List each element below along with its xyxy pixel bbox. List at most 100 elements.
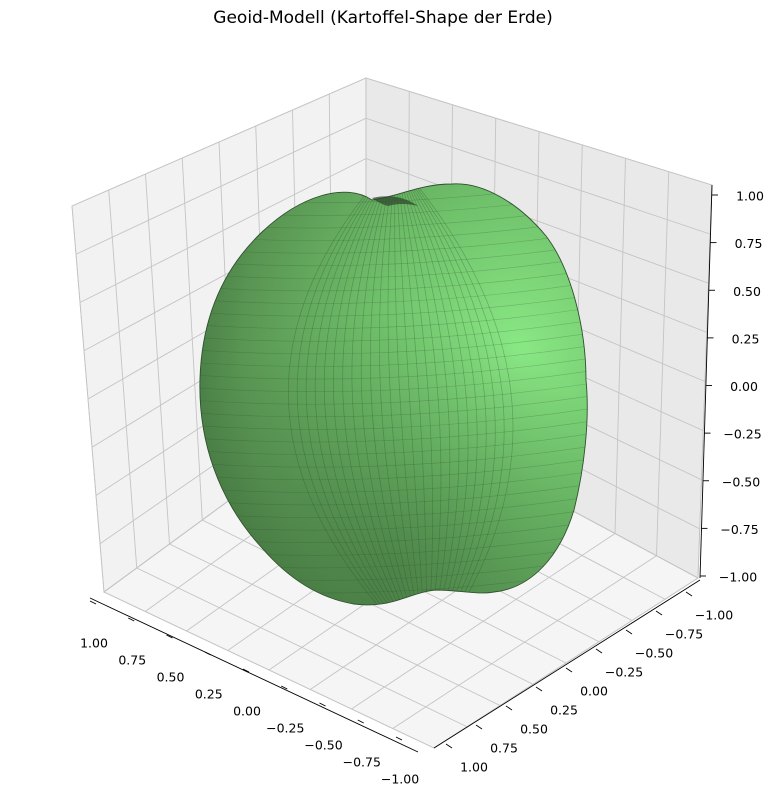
grid-line-left-vertical — [71, 205, 105, 593]
x-axis-tick-label: −1.00 — [381, 772, 419, 787]
y-axis-tick-mark — [655, 610, 663, 616]
chart-title: Geoid-Modell (Kartoffel-Shape der Erde) — [213, 8, 553, 28]
y-axis-tick-mark — [445, 743, 453, 749]
mesh-parallel-line — [199, 293, 588, 317]
geoid-surface — [199, 183, 588, 606]
y-axis-tick-label: −1.00 — [695, 608, 733, 623]
y-axis-tick-mark — [595, 648, 603, 654]
grid-line-right-vertical — [614, 158, 626, 534]
x-axis-tick-mark — [395, 736, 403, 741]
y-axis-tick-label: 0.00 — [580, 684, 608, 699]
y-axis-ticks: −1.00 −0.75 −0.50 −0.25 0.000.250.500.751.00 — [445, 591, 733, 775]
mesh-meridian-line — [412, 183, 514, 605]
y-axis-tick-label: −0.75 — [665, 627, 703, 642]
mesh-parallel-line — [199, 494, 588, 518]
mesh-meridian-line — [342, 183, 401, 605]
mesh-parallel-line — [199, 280, 588, 304]
mesh-parallel-line — [199, 432, 588, 455]
mesh-parallel-line — [199, 457, 588, 481]
z-axis-line — [699, 184, 713, 579]
mesh-parallel-line — [199, 381, 588, 405]
x-axis-tick-label: 0.50 — [157, 670, 185, 685]
x-axis-tick-mark — [89, 600, 97, 605]
mesh-meridian-line — [405, 183, 469, 605]
y-axis-tick-label: 0.50 — [520, 722, 548, 737]
mesh-parallel-line — [199, 469, 588, 493]
grid-line-left-vertical — [145, 173, 170, 545]
grid-line-floor-x — [392, 555, 657, 729]
mesh-parallel-line — [199, 482, 588, 506]
grid-line-floor-x — [351, 533, 616, 710]
mesh-parallel-line — [199, 406, 588, 430]
mesh-parallel-line — [199, 419, 588, 443]
grid-line-right-vertical — [656, 171, 670, 556]
x-axis-tick-mark — [242, 668, 250, 673]
grid-line-left-vertical — [108, 189, 138, 569]
mesh-parallel-line — [199, 343, 588, 367]
mesh-meridian-line — [296, 183, 384, 605]
z-axis-tick-label: 0.00 — [730, 379, 758, 394]
x-axis-tick-label: −0.25 — [266, 721, 304, 736]
mesh-meridian-line — [370, 183, 411, 605]
mesh-meridian-line — [333, 183, 397, 605]
mesh-meridian-line — [409, 183, 496, 605]
geoid-bottom-shadow — [199, 183, 588, 605]
x-axis-ticks: 1.00 0.75 0.50 0.25 0.00 −0.25−0.50−0.75−1.00 — [80, 600, 419, 787]
y-axis-tick-label: −0.50 — [635, 646, 673, 661]
z-axis-tick-label: −1.00 — [719, 570, 757, 585]
y-axis-tick-label: 0.75 — [490, 741, 518, 756]
y-axis-tick-mark — [685, 591, 693, 597]
mesh-meridian-line — [360, 183, 407, 605]
mesh-meridian-line — [403, 183, 460, 605]
x-axis-tick-mark — [204, 651, 211, 656]
mesh-meridian-line — [351, 183, 404, 605]
mesh-parallel-line — [199, 444, 588, 468]
z-axis-tick-label: 0.75 — [735, 236, 763, 251]
y-axis-tick-label: −0.25 — [605, 665, 643, 680]
mesh-parallel-line — [199, 394, 588, 418]
z-axis-tick-label: 0.50 — [733, 284, 761, 299]
x-axis-tick-label: −0.75 — [343, 755, 381, 770]
z-axis-tick-label: −0.25 — [723, 427, 761, 442]
grid-line-left-vertical — [181, 157, 203, 521]
x-axis-tick-label: 1.00 — [80, 636, 108, 651]
x-axis-tick-label: 0.25 — [195, 687, 223, 702]
y-axis-tick-label: 0.25 — [550, 703, 578, 718]
x-axis-tick-label: 0.00 — [233, 704, 261, 719]
mesh-parallel-line — [199, 369, 588, 392]
y-axis-line — [433, 579, 701, 749]
mesh-meridian-line — [408, 183, 487, 605]
y-axis-tick-mark — [625, 629, 633, 635]
mesh-parallel-line — [199, 356, 588, 380]
geoid-top-dimple — [372, 196, 418, 206]
mesh-meridian-line — [402, 183, 451, 605]
mesh-meridian-line — [396, 183, 424, 605]
mesh-meridian-line — [387, 183, 418, 605]
x-axis-tick-mark — [166, 634, 173, 639]
mesh-meridian-line — [323, 183, 394, 605]
z-axis-ticks: 1.00 0.75 0.50 0.25 0.00 −0.25 −0.50 −0.75 −1.00 — [700, 189, 764, 585]
x-axis-tick-mark — [128, 617, 135, 622]
x-axis-tick-label: −0.50 — [304, 738, 342, 753]
mesh-parallel-line — [199, 331, 588, 355]
grid-line-floor-x — [433, 577, 699, 749]
y-axis-tick-mark — [505, 705, 513, 711]
z-axis-tick-label: −0.50 — [722, 474, 760, 489]
mesh-meridian-line — [411, 183, 505, 605]
mesh-meridian-line — [288, 183, 381, 605]
y-axis-tick-mark — [475, 724, 483, 730]
y-axis-tick-mark — [565, 667, 573, 673]
mesh-meridian-line — [394, 183, 421, 605]
mesh-parallel-line — [199, 255, 588, 279]
mesh-meridian-line — [379, 183, 414, 605]
y-axis-tick-label: 1.00 — [460, 760, 488, 775]
mesh-parallel-line — [199, 318, 588, 342]
mesh-parallel-line — [199, 230, 588, 254]
z-axis-tick-label: 1.00 — [736, 189, 764, 204]
z-axis-tick-label: 0.25 — [732, 331, 760, 346]
mesh-parallel-line — [199, 306, 588, 330]
x-axis-tick-mark — [319, 702, 326, 707]
mesh-parallel-line — [199, 243, 588, 267]
x-axis-tick-label: 0.75 — [118, 653, 146, 668]
